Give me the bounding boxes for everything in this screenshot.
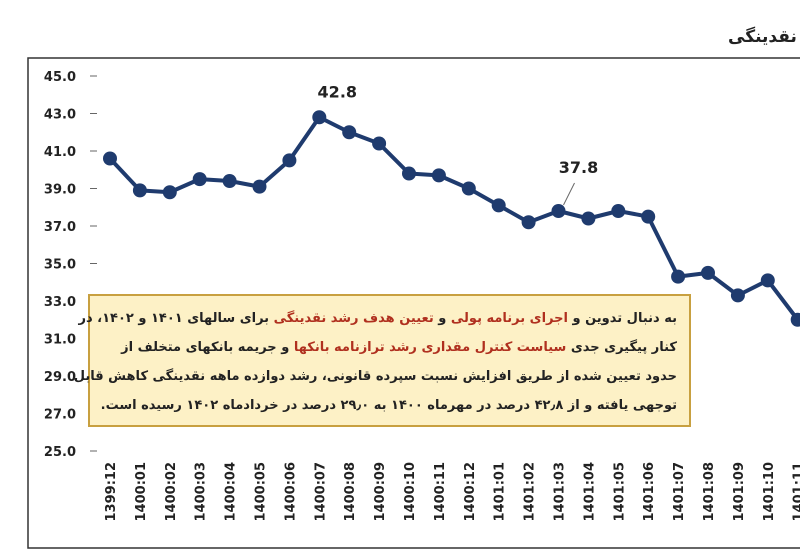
line xyxy=(108,115,800,321)
text-segment: تعیین هدف رشد نقدینگی xyxy=(273,311,434,326)
y-tick-label: 33.0 xyxy=(44,295,76,310)
text-line: به دنبال تدوین و اجرای برنامه پولی و تعی… xyxy=(78,304,677,333)
x-tick-label: 1400:12 xyxy=(463,462,478,521)
marker xyxy=(222,174,237,188)
x-tick-label: 1401:08 xyxy=(702,462,717,521)
x-tick-label: 1401:09 xyxy=(732,462,747,521)
x-tick-label: 1401:03 xyxy=(553,462,568,521)
x-tick-label: 1401:10 xyxy=(762,462,777,521)
marker xyxy=(760,273,775,288)
x-tick-label: 1400:10 xyxy=(403,462,418,521)
marker xyxy=(701,265,715,280)
value-label: 42.8 xyxy=(318,82,357,101)
marker xyxy=(132,183,147,198)
x-tick-label: 1399:12 xyxy=(104,462,119,521)
text-segment: و جریمه بانکهای متخلف از xyxy=(121,340,294,355)
y-tick-label: 35.0 xyxy=(44,258,76,273)
x-tick-label: 1400:03 xyxy=(194,462,209,521)
y-tick-label: 31.0 xyxy=(44,333,76,348)
y-tick-label: 41.0 xyxy=(44,145,76,160)
text-segment: اجرای برنامه پولی xyxy=(450,311,568,326)
y-tick-label: 27.0 xyxy=(44,408,76,423)
marker xyxy=(402,166,416,181)
text-segment: و xyxy=(433,311,451,326)
y-tick-label: 25.0 xyxy=(44,445,76,460)
marker xyxy=(611,204,626,218)
marker xyxy=(162,185,177,200)
frame xyxy=(27,57,800,549)
text-line: کنار پیگیری جدی سیاست کنترل مقداری رشد ت… xyxy=(102,333,677,362)
text-segment: سیاست کنترل مقداری رشد ترازنامه بانکها xyxy=(293,340,567,355)
marker xyxy=(312,110,327,125)
x-tick-label: 1401:04 xyxy=(582,462,597,521)
marker xyxy=(372,136,387,151)
text-segment: به دنبال تدوین و xyxy=(567,311,677,326)
y-tick-label: 29.0 xyxy=(44,370,76,385)
x-tick-label: 1400:08 xyxy=(343,462,358,521)
y-tick-label: 43.0 xyxy=(44,108,76,123)
text-line: توجهی یافته و از ۴۲٫۸ درصد در مهرماه ۱۴۰… xyxy=(100,391,677,420)
marker xyxy=(671,269,686,284)
x-tick-label: 1401:05 xyxy=(612,462,627,521)
x-tick-label: 1401:06 xyxy=(642,462,657,521)
marker xyxy=(641,209,656,224)
x-tick-label: 1400:04 xyxy=(224,462,239,521)
marker xyxy=(521,215,536,230)
marker xyxy=(551,204,566,218)
marker xyxy=(431,168,446,183)
marker xyxy=(342,125,357,140)
marker xyxy=(581,211,596,226)
marker xyxy=(461,181,476,196)
y-tick-label: 39.0 xyxy=(44,183,76,198)
marker xyxy=(103,151,117,166)
text-segment: حدود تعیین شده از طریق افزایش نسبت سپرده… xyxy=(73,369,677,384)
chart-title: نمودار۱- روند تحولات نرخ رشد دوازده ماهه… xyxy=(728,26,800,47)
marker xyxy=(491,198,506,213)
x-tick-label: 1400:05 xyxy=(254,462,269,521)
y-tick-label: 37.0 xyxy=(44,220,76,235)
x-tick-label: 1400:01 xyxy=(134,462,149,521)
x-tick-label: 1401:11 xyxy=(792,462,800,521)
text-line: حدود تعیین شده از طریق افزایش نسبت سپرده… xyxy=(74,362,677,391)
x-tick-label: 1400:02 xyxy=(164,462,179,521)
marker xyxy=(252,179,267,194)
x-tick-label: 1400:06 xyxy=(283,462,298,521)
marker xyxy=(790,312,800,327)
x-tick-label: 1400:07 xyxy=(313,462,328,521)
x-tick-label: 1401:07 xyxy=(672,462,687,521)
leader-line xyxy=(563,182,575,206)
marker xyxy=(730,288,745,303)
x-tick-label: 1401:02 xyxy=(523,462,538,521)
y-tick-label: 45.0 xyxy=(44,70,76,85)
x-tick-label: 1400:09 xyxy=(373,462,388,521)
text-segment: توجهی یافته و از ۴۲٫۸ درصد در مهرماه ۱۴۰… xyxy=(100,398,677,413)
text-segment: کنار پیگیری جدی xyxy=(566,340,677,355)
value-label: 37.8 xyxy=(559,158,598,177)
x-tick-label: 1400:11 xyxy=(433,462,448,521)
text-segment: برای سالهای ۱۴۰۱ و ۱۴۰۲، در xyxy=(78,311,274,326)
text-box: به دنبال تدوین و اجرای برنامه پولی و تعی… xyxy=(74,294,691,427)
marker xyxy=(282,153,297,168)
x-tick-label: 1401:01 xyxy=(493,462,508,521)
marker xyxy=(192,172,207,187)
